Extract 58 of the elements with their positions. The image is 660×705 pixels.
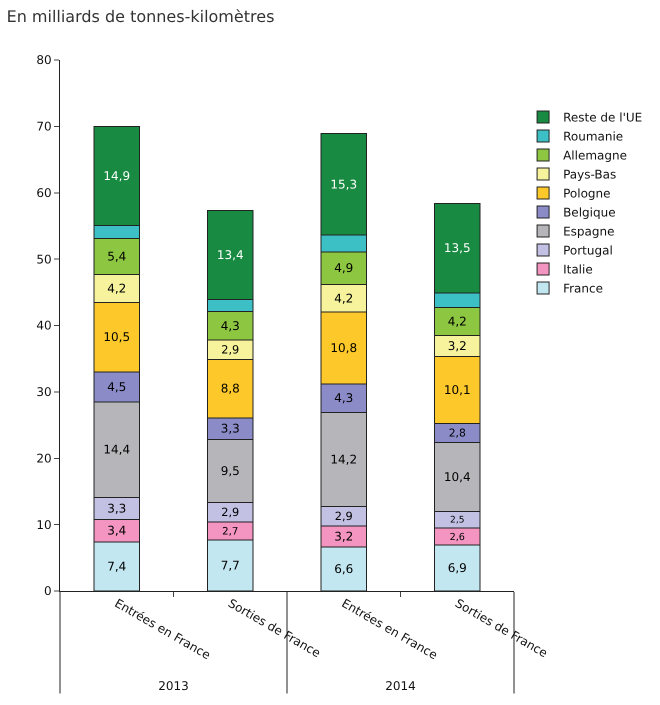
data-label: 6,6	[334, 562, 354, 576]
data-label: 10,5	[103, 330, 130, 344]
y-tick-label: 50	[36, 252, 52, 266]
data-label: 4,2	[334, 291, 354, 306]
y-tick-label: 80	[36, 53, 52, 68]
data-label: 2,8	[448, 426, 466, 440]
data-label: 2,9	[221, 505, 240, 520]
data-label: 10,8	[330, 341, 358, 356]
data-label: 13,4	[216, 248, 244, 262]
data-label: 7,4	[107, 559, 126, 574]
y-tick-label: 70	[36, 120, 52, 134]
chart-subtitle: En milliards de tonnes-kilomètres	[6, 6, 274, 26]
data-label: 7,7	[220, 558, 240, 572]
data-label: 2,9	[221, 342, 240, 357]
data-label: 4,3	[334, 391, 354, 406]
data-label: 10,1	[444, 383, 471, 398]
data-label: 8,8	[220, 382, 240, 396]
text: 2013	[158, 679, 189, 694]
legend-label: Allemagne	[563, 148, 627, 163]
data-label: 4,5	[107, 380, 126, 394]
legend-label: Belgique	[563, 206, 616, 220]
data-label: 9,5	[220, 464, 240, 478]
data-label: 15,3	[330, 177, 358, 192]
legend-label: Portugal	[563, 244, 613, 258]
y-tick-label: 10	[36, 518, 52, 532]
y-tick-label: 40	[36, 318, 52, 333]
y-tick-label: 20	[36, 451, 52, 466]
data-label: 3,2	[334, 530, 354, 544]
y-tick-label: 60	[36, 186, 52, 200]
data-label: 5,4	[107, 249, 126, 264]
data-label: 3,3	[220, 422, 240, 436]
data-label: 14,2	[330, 452, 358, 467]
data-label: 4,9	[334, 261, 354, 276]
data-label: 2,7	[222, 526, 238, 538]
legend-label: Pologne	[563, 186, 611, 201]
data-label: 14,9	[103, 168, 130, 183]
data-label: 4,3	[220, 318, 240, 333]
legend-label: Italie	[563, 262, 593, 277]
y-tick-label: 30	[36, 385, 52, 400]
data-label: 2,6	[450, 532, 465, 543]
text: 2014	[385, 679, 416, 694]
data-label: 13,5	[444, 241, 471, 256]
data-label: 2,9	[334, 509, 353, 524]
legend-label: Roumanie	[563, 130, 624, 144]
data-label: 4,2	[448, 314, 467, 329]
data-label: 3,3	[107, 501, 126, 516]
data-label: 10,4	[444, 470, 471, 484]
legend-label: Espagne	[563, 224, 614, 239]
data-label: 6,9	[448, 561, 467, 576]
legend-label: Pays-Bas	[563, 168, 616, 182]
data-label: 2,5	[450, 516, 464, 526]
data-label: 3,4	[107, 524, 126, 538]
data-label: 14,4	[103, 442, 130, 457]
data-label: 4,2	[107, 281, 126, 296]
legend-label: Reste de l'UE	[563, 110, 642, 125]
legend-label: France	[563, 282, 603, 296]
data-label: 3,2	[448, 339, 467, 354]
y-tick-label: 0	[44, 584, 52, 598]
